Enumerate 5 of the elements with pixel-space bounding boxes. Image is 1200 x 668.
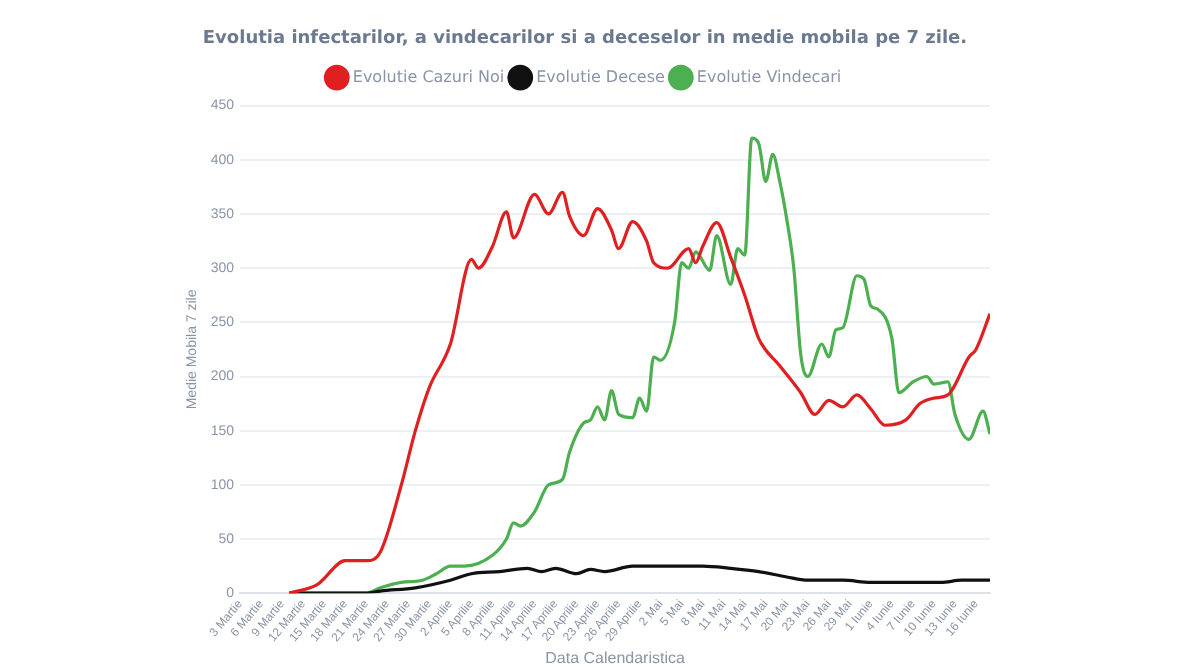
legend-label: Evolutie Cazuri Noi	[352, 67, 505, 86]
legend-label: Evolutie Decese	[536, 67, 665, 86]
legend-label: Evolutie Vindecari	[696, 67, 842, 86]
chart-title: Evolutia infectarilor, a vindecarilor si a deceselor in medie mobila pe 7 zile.	[202, 29, 968, 50]
x-axis-title: Data Calendaristica	[545, 648, 686, 667]
